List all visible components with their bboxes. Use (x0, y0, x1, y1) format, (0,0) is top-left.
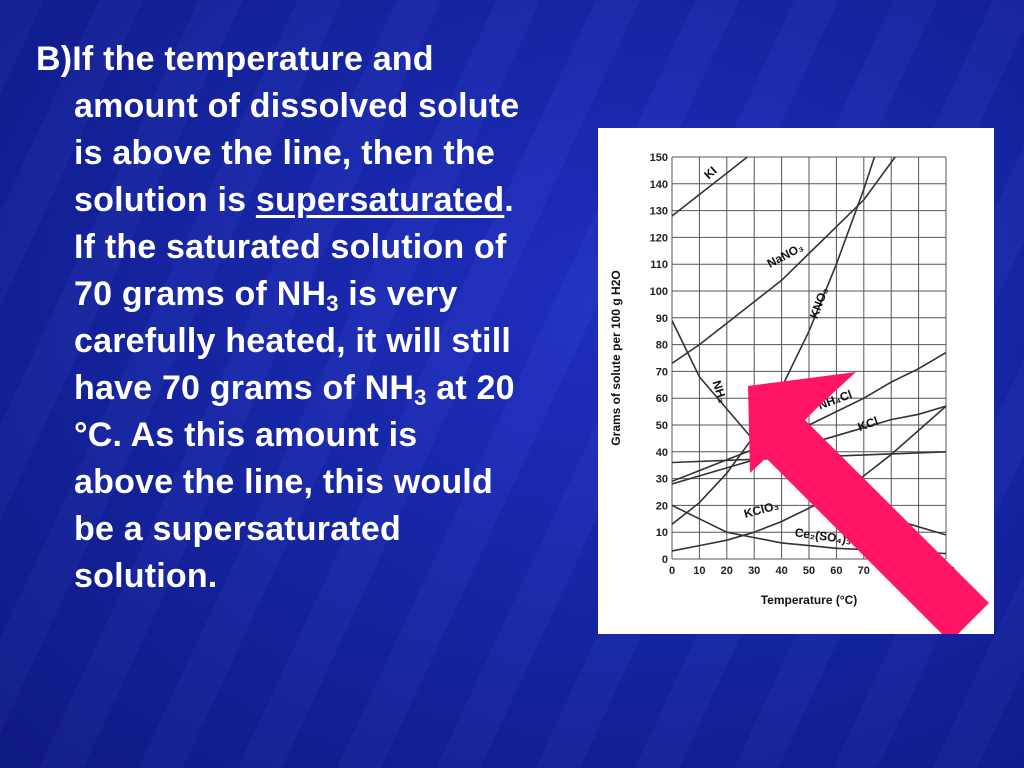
y-tick-label: 20 (656, 500, 668, 512)
text-line-5: If the saturated solution of (74, 228, 507, 266)
y-tick-label: 30 (656, 474, 668, 486)
y-tick-label: 120 (650, 232, 668, 244)
x-tick-label: 10 (693, 565, 705, 577)
y-tick-label: 50 (656, 420, 668, 432)
y-tick-label: 70 (656, 366, 668, 378)
text-line-3: is above the line, then the (74, 134, 496, 172)
curve-label-ki: KI (701, 164, 719, 182)
text-line-8: have 70 grams of NH3 at 20 (74, 369, 515, 410)
solubility-chart: 0102030405060708090100010203040506070809… (598, 128, 994, 634)
text-line-7: carefully heated, it will still (74, 322, 511, 360)
x-tick-label: 50 (803, 565, 815, 577)
y-tick-label: 130 (650, 206, 668, 218)
y-tick-label: 100 (650, 286, 668, 298)
y-tick-label: 90 (656, 313, 668, 325)
y-tick-label: 10 (656, 527, 668, 539)
x-axis-title: Temperature (°C) (761, 593, 858, 607)
y-tick-label: 80 (656, 340, 668, 352)
text-line-4: solution is supersaturated. (74, 181, 514, 219)
series-line-nano3 (672, 157, 897, 365)
highlight-arrow (748, 372, 989, 634)
y-tick-label: 60 (656, 393, 668, 405)
y-tick-label: 140 (650, 179, 668, 191)
text-line-9: °C. As this amount is (74, 416, 418, 454)
y-tick-label: 110 (650, 259, 668, 271)
slide-body-text: B)If the temperature and amount of disso… (36, 36, 596, 600)
curve-label-nano3: NaNO₃ (765, 240, 806, 271)
curve-label-nh3: NH₃ (709, 379, 729, 405)
supersaturated-term: supersaturated (255, 181, 505, 219)
text-line-11: be a supersaturated (74, 510, 401, 548)
solubility-chart-svg: 0102030405060708090100010203040506070809… (609, 152, 989, 634)
x-tick-label: 0 (669, 565, 675, 577)
y-tick-label: 40 (656, 447, 668, 459)
y-axis-title: Grams of solute per 100 g H2O (609, 270, 623, 445)
text-line-1: B)If the temperature and (36, 40, 434, 78)
x-tick-label: 60 (830, 565, 842, 577)
text-line-6: 70 grams of NH3 is very (74, 275, 458, 316)
text-line-2: amount of dissolved solute (74, 87, 520, 125)
x-tick-label: 20 (721, 565, 733, 577)
x-tick-label: 40 (775, 565, 787, 577)
y-tick-label: 150 (650, 152, 668, 164)
series-line-kclo3 (672, 405, 946, 552)
x-tick-label: 30 (748, 565, 760, 577)
y-tick-label: 0 (662, 554, 668, 566)
series-line-ki (672, 157, 749, 217)
paragraph-label: B) (36, 40, 73, 78)
curve-label-kcl: KCl (856, 414, 880, 434)
x-tick-label: 70 (858, 565, 870, 577)
curve-label-kclo3: KClO₃ (742, 498, 780, 521)
text-line-12: solution. (74, 557, 218, 595)
text-line-10: above the line, this would (74, 463, 493, 501)
